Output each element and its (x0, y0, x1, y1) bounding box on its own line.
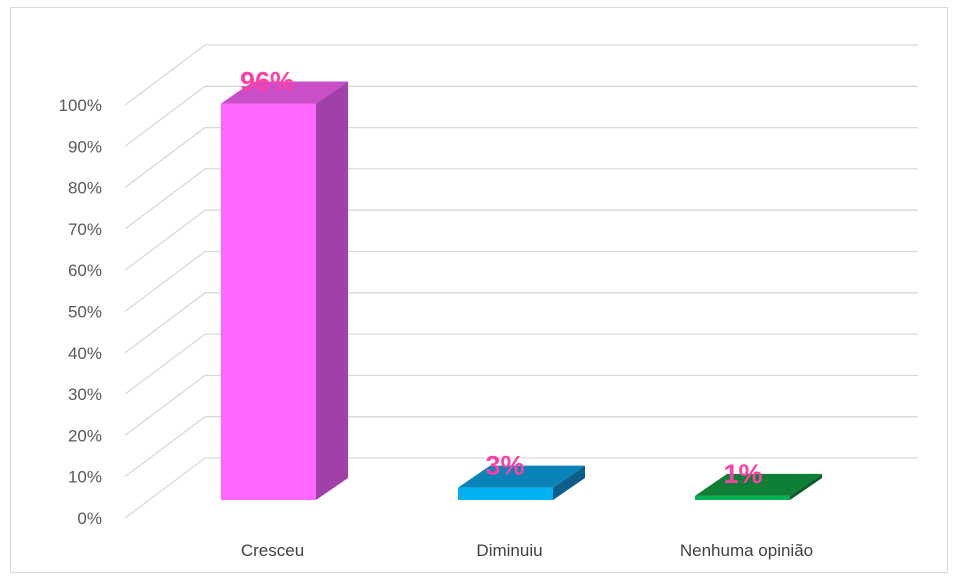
y-tick-label: 70% (68, 220, 102, 239)
gridline (124, 292, 918, 354)
data-labels: 96% 3% 1% (240, 67, 763, 489)
gridline (124, 168, 918, 230)
gridline (124, 416, 918, 478)
y-tick-label: 10% (68, 468, 102, 487)
gridline (124, 85, 918, 147)
bar-side (790, 473, 822, 500)
bar (458, 487, 553, 500)
gridline (124, 44, 918, 106)
y-tick-label: 80% (68, 179, 102, 198)
bar-top (221, 81, 348, 104)
gridline (124, 374, 918, 436)
gridline (124, 209, 918, 271)
gridlines (124, 44, 918, 519)
x-axis-categories: Cresceu Diminuiu Nenhuma opinião (241, 541, 813, 560)
y-tick-label: 20% (68, 426, 102, 445)
bar (221, 103, 316, 501)
y-axis-ticks: 0% 10% 20% 30% 40% 50% 60% 70% 80% 90% 100% (59, 96, 102, 528)
y-tick-label: 0% (77, 509, 102, 528)
gridline (124, 250, 918, 313)
data-label: 96% (240, 67, 294, 97)
y-tick-label: 100% (59, 96, 102, 115)
bar-side (553, 465, 585, 500)
bar-top (695, 473, 822, 496)
x-category-label: Diminuiu (476, 541, 542, 560)
data-label: 1% (723, 459, 762, 489)
x-category-label: Cresceu (241, 541, 304, 560)
y-tick-label: 90% (68, 137, 102, 156)
x-category-label: Nenhuma opinião (680, 541, 813, 560)
gridline (124, 333, 918, 395)
gridline (124, 457, 918, 519)
y-tick-label: 40% (68, 344, 102, 363)
bar (695, 495, 790, 500)
y-tick-label: 30% (68, 385, 102, 404)
bar-side (316, 81, 348, 501)
y-tick-label: 60% (68, 261, 102, 280)
data-label: 3% (485, 451, 524, 481)
bars (221, 81, 822, 501)
bar-top (458, 465, 585, 488)
gridline (124, 126, 918, 189)
y-tick-label: 50% (68, 303, 102, 322)
